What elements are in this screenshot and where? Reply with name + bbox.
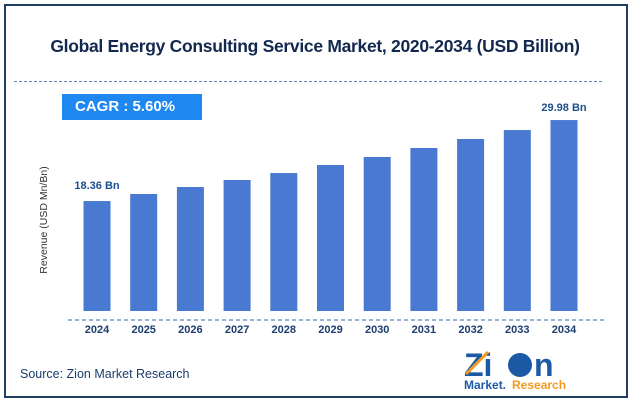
x-tick-label: 2032 [458,324,482,336]
x-tick-label: 2028 [272,324,296,336]
x-tick-label: 2029 [318,324,342,336]
chart-title: Global Energy Consulting Service Market,… [50,36,580,56]
top-divider [14,81,602,82]
data-label-last: 29.98 Bn [541,102,587,114]
data-label-first: 18.36 Bn [74,180,120,192]
globe-icon [508,353,532,377]
cagr-badge: CAGR : 5.60% [62,94,202,120]
x-tick-label: 2024 [85,324,110,336]
svg-text:Research: Research [512,378,566,392]
bar-2025 [130,193,158,311]
x-tick-label: 2027 [225,324,249,336]
x-tick-label: 2034 [552,324,577,336]
svg-text:n: n [534,348,554,383]
bar-2028 [270,173,298,311]
zion-logo: Zi n Market. Research [464,348,566,392]
bar-2032 [457,139,485,311]
bar-2029 [317,165,344,311]
x-tick-label: 2026 [178,324,202,336]
source-note: Source: Zion Market Research [20,367,190,381]
bar-2033 [503,130,531,311]
x-tick-label: 2033 [505,324,529,336]
x-tick-label: 2025 [131,324,155,336]
bar-2030 [363,156,391,311]
x-tick-label: 2030 [365,324,389,336]
bar-2026 [176,187,204,311]
bar-2034 [550,120,578,311]
svg-text:Market.: Market. [464,378,506,392]
bar-2027 [223,179,251,311]
bar-2024 [83,201,111,311]
x-tick-label: 2031 [412,324,436,336]
bar-2031 [410,148,438,311]
